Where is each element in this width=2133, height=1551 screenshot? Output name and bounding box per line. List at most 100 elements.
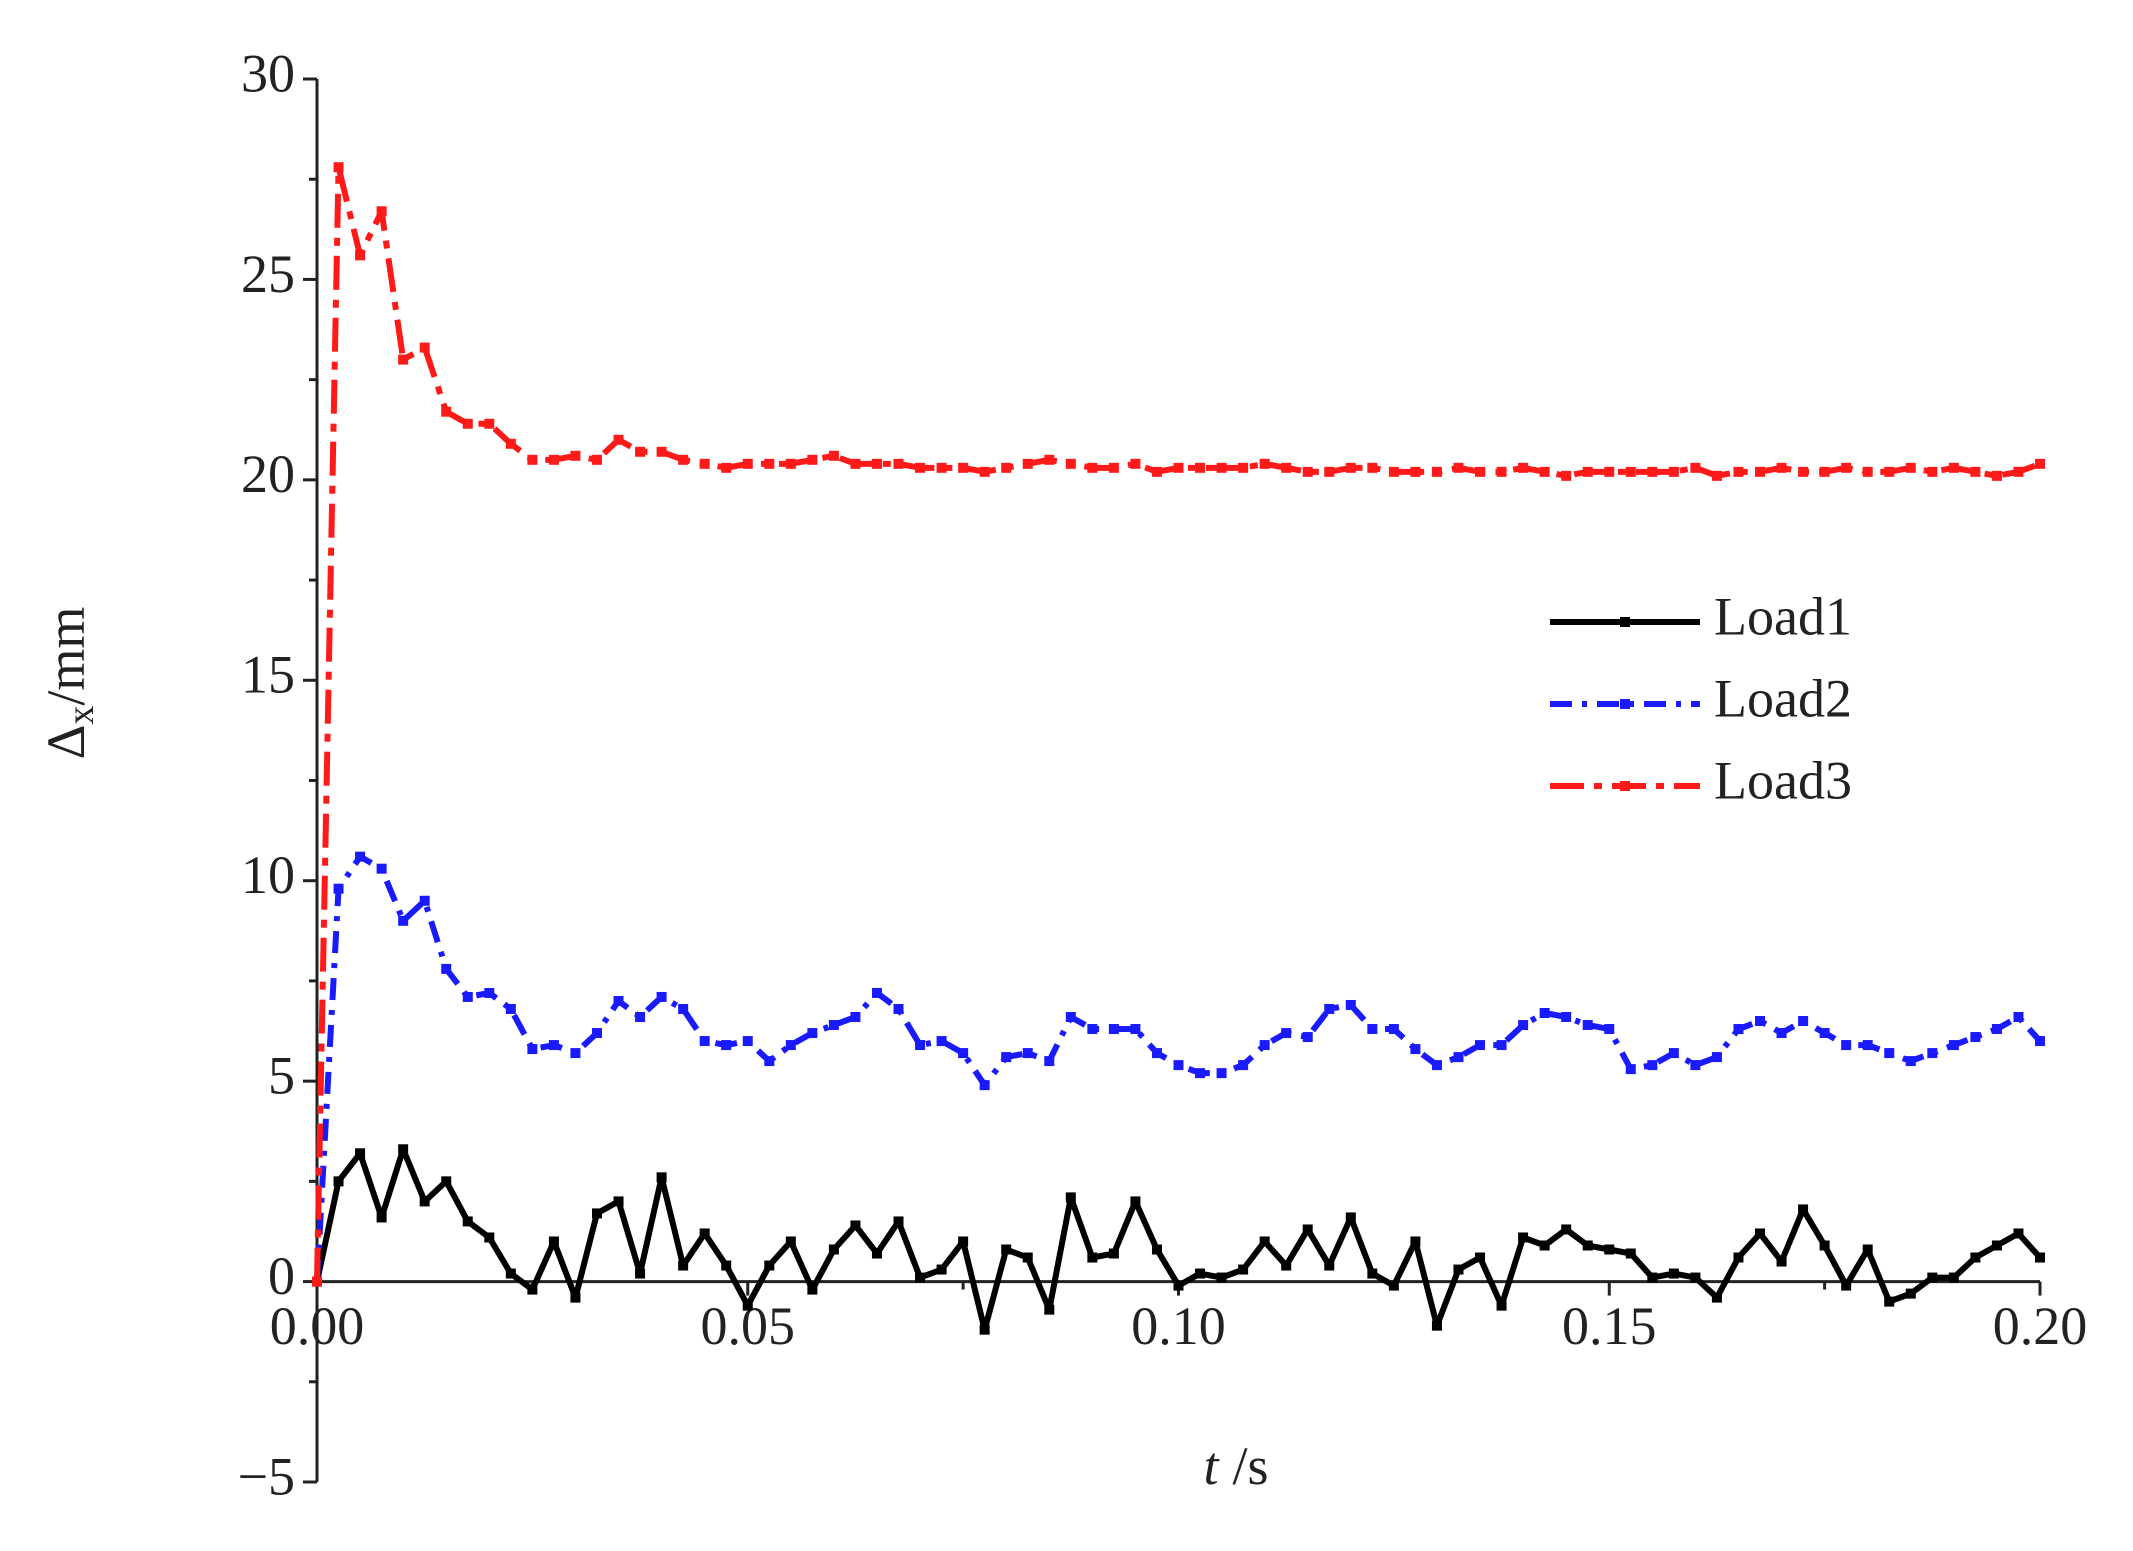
data-point [1582,466,1593,477]
legend-marker [1620,617,1630,627]
data-point [721,462,732,473]
data-point [2013,1012,2024,1023]
data-point [1798,466,1809,477]
data-point [1022,458,1033,469]
data-point [1388,1280,1399,1291]
x-label-unit: /s [1232,1436,1268,1496]
y-tick-label: −5 [238,1446,295,1506]
y-label-subscript: x [60,706,102,725]
data-point [1668,1268,1679,1279]
data-point [484,1232,495,1243]
data-point [1216,1272,1227,1283]
data-point [1195,1268,1206,1279]
data-point [462,1216,473,1227]
data-point [1259,458,1270,469]
data-point [764,1056,775,1067]
data-point [1991,470,2002,481]
data-point [548,454,559,465]
data-point [742,458,753,469]
data-point [1690,1060,1701,1071]
data-point [2035,1036,2045,1047]
data-point [828,450,839,461]
data-point [527,1284,538,1295]
data-point [1173,462,1184,473]
data-point [785,1040,796,1051]
data-point [1173,1280,1184,1291]
data-point [1582,1240,1593,1251]
data-point [1561,1012,1572,1023]
data-point [613,1196,624,1207]
data-point [527,454,538,465]
data-point [958,1236,969,1247]
data-point [2013,466,2024,477]
data-point [721,1260,732,1271]
data-point [1453,1052,1464,1063]
data-point [1625,466,1636,477]
data-point [893,458,904,469]
data-point [1561,1224,1572,1235]
data-point [1216,462,1227,473]
data-point [1539,1007,1550,1018]
data-point [1755,1016,1766,1027]
data-point [591,454,602,465]
data-point [1711,1052,1722,1063]
data-point [1044,1304,1055,1315]
data-point [1281,462,1292,473]
data-point [958,1048,969,1059]
data-point [979,1324,990,1335]
data-point [1647,1272,1658,1283]
data-point [1841,462,1852,473]
data-point [1819,1028,1830,1039]
data-point [1970,1032,1981,1043]
data-point [1690,462,1701,473]
data-point [1496,1040,1507,1051]
data-point [1884,466,1895,477]
data-point [355,250,366,261]
data-point [1905,462,1916,473]
data-point [764,1260,775,1271]
data-point [1927,1048,1938,1059]
data-point [1065,1192,1076,1203]
data-point [1195,462,1206,473]
data-point [1518,462,1529,473]
data-point [1130,458,1141,469]
data-point [936,1264,947,1275]
data-point [1367,1268,1378,1279]
data-point [1862,1040,1873,1051]
data-point [1819,1240,1830,1251]
data-point [1711,1292,1722,1303]
data-point [1755,1228,1766,1239]
data-point [936,462,947,473]
data-point [419,895,430,906]
data-point [1022,1048,1033,1059]
data-point [312,1276,322,1287]
data-point [548,1236,559,1247]
data-point [1711,470,1722,481]
data-point [2035,458,2045,469]
data-point [1647,466,1658,477]
data-point [1884,1296,1895,1307]
data-point [1410,1044,1421,1055]
data-point [1841,1280,1852,1291]
data-point [1539,1240,1550,1251]
data-point [462,418,473,429]
data-point [1238,462,1249,473]
data-point [828,1244,839,1255]
data-point [1367,1024,1378,1035]
data-point [915,462,926,473]
x-tick-label: 0.20 [1993,1296,2088,1356]
data-point [1238,1264,1249,1275]
data-point [1884,1048,1895,1059]
data-point [2013,1228,2024,1239]
data-point [1001,1244,1012,1255]
data-point [1561,470,1572,481]
y-label-unit: /mm [36,607,96,706]
data-point [828,1020,839,1031]
data-point [1668,1048,1679,1059]
data-point [1776,1256,1787,1267]
legend-label: Load3 [1714,750,1852,810]
data-point [1475,1252,1486,1263]
data-point [871,1248,882,1259]
data-point [1151,466,1162,477]
